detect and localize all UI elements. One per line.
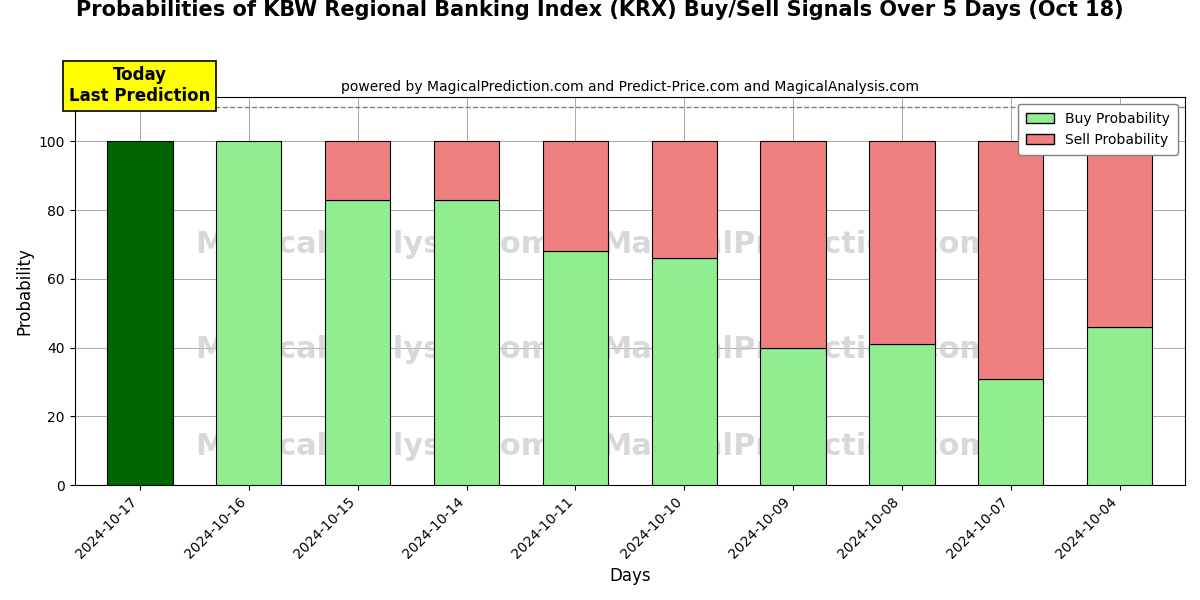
Text: MagicalPrediction.com: MagicalPrediction.com — [601, 335, 991, 364]
Bar — [1087, 141, 1152, 327]
Bar — [869, 141, 935, 344]
Text: MagicalAnalysis.com: MagicalAnalysis.com — [196, 432, 553, 461]
Bar — [434, 141, 499, 200]
Bar — [652, 258, 716, 485]
Text: MagicalPrediction.com: MagicalPrediction.com — [601, 230, 991, 259]
Text: MagicalAnalysis.com: MagicalAnalysis.com — [196, 230, 553, 259]
Text: Probabilities of KBW Regional Banking Index (KRX) Buy/Sell Signals Over 5 Days (: Probabilities of KBW Regional Banking In… — [76, 0, 1124, 20]
X-axis label: Days: Days — [610, 567, 650, 585]
Text: MagicalPrediction.com: MagicalPrediction.com — [601, 432, 991, 461]
Bar — [325, 200, 390, 485]
Bar — [978, 141, 1044, 379]
Bar — [761, 347, 826, 485]
Bar — [652, 141, 716, 258]
Bar — [761, 141, 826, 347]
Bar — [216, 141, 282, 485]
Bar — [107, 141, 173, 485]
Bar — [434, 200, 499, 485]
Bar — [542, 141, 608, 251]
Text: Today
Last Prediction: Today Last Prediction — [70, 67, 211, 105]
Bar — [869, 344, 935, 485]
Text: MagicalAnalysis.com: MagicalAnalysis.com — [196, 335, 553, 364]
Bar — [1087, 327, 1152, 485]
Bar — [978, 379, 1044, 485]
Title: powered by MagicalPrediction.com and Predict-Price.com and MagicalAnalysis.com: powered by MagicalPrediction.com and Pre… — [341, 80, 919, 94]
Legend: Buy Probability, Sell Probability: Buy Probability, Sell Probability — [1018, 104, 1178, 155]
Bar — [325, 141, 390, 200]
Y-axis label: Probability: Probability — [16, 247, 34, 335]
Bar — [542, 251, 608, 485]
